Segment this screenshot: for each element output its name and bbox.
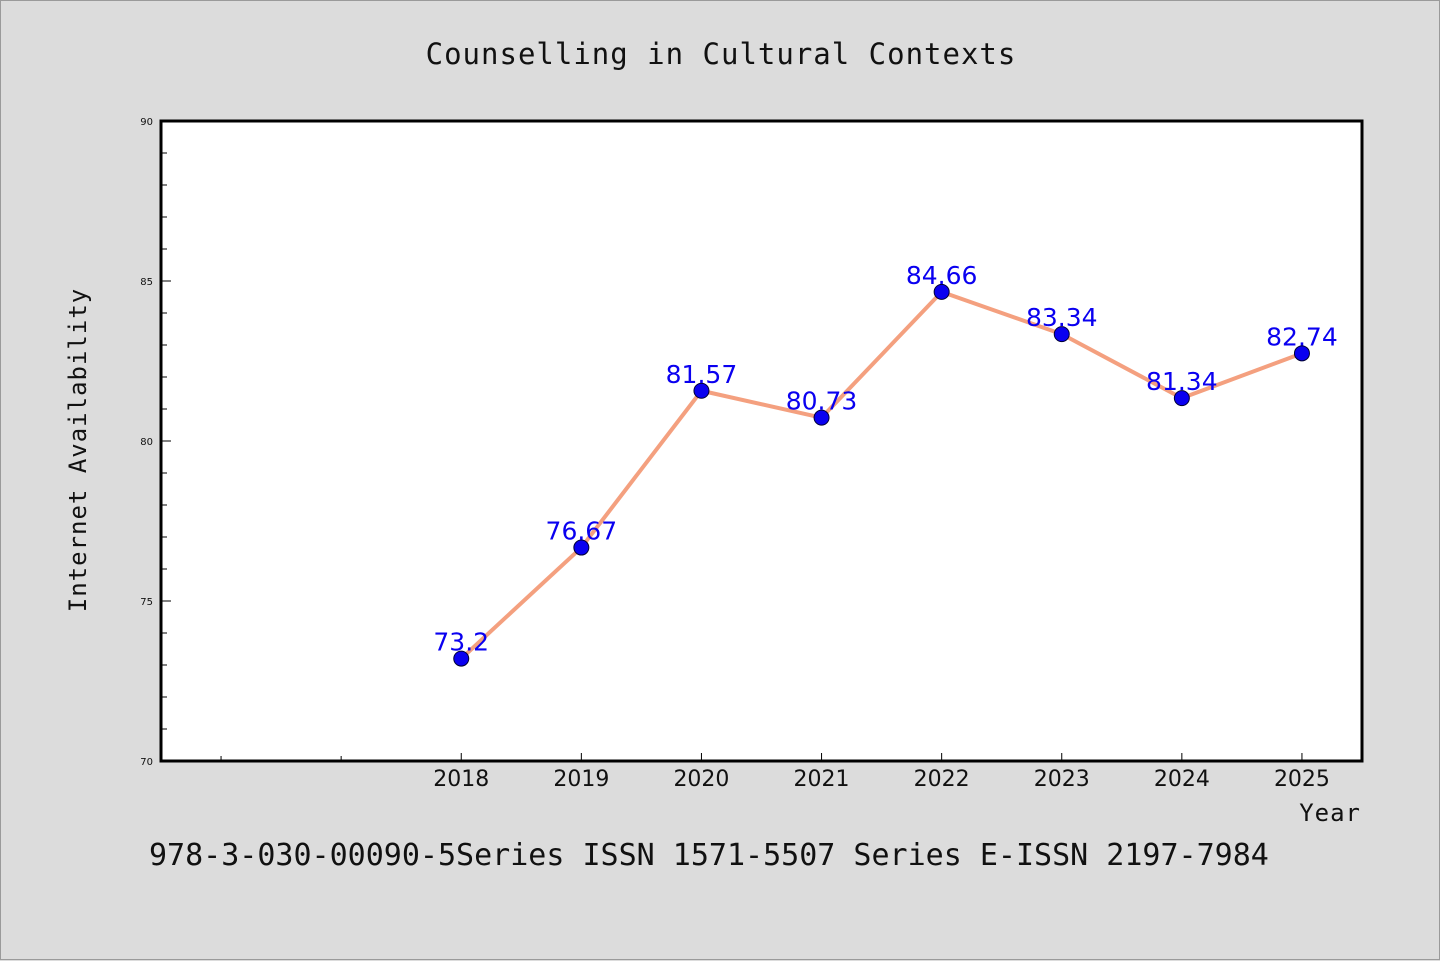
data-label: 73.2: [433, 628, 489, 657]
series-line: [459, 289, 1304, 661]
y-tick-label: 70: [140, 757, 153, 768]
data-point: [933, 283, 950, 300]
data-label: 81.57: [666, 360, 738, 389]
data-point: [453, 650, 470, 667]
y-axis-label: Internet Availability: [64, 288, 92, 612]
data-label: 76.67: [546, 517, 618, 546]
y-tick-label: 90: [140, 117, 153, 128]
footer-caption: 978-3-030-00090-5Series ISSN 1571-5507 S…: [149, 838, 1269, 873]
data-point: [1053, 326, 1070, 343]
y-tick-label: 85: [140, 277, 153, 288]
x-tick-label: 2019: [553, 767, 609, 792]
data-point: [573, 539, 590, 556]
x-tick-label: 2021: [794, 767, 850, 792]
y-tick-label: 75: [140, 597, 153, 608]
x-tick-label: 2020: [673, 767, 729, 792]
data-point: [693, 382, 710, 399]
y-axis: 70 75 80 85 90: [140, 117, 171, 768]
x-tick-label: 2024: [1154, 767, 1210, 792]
data-point: [1293, 345, 1310, 362]
x-axis-label: Year: [1299, 799, 1361, 827]
x-tick-label: 2025: [1274, 767, 1330, 792]
x-tick-label: 2023: [1034, 767, 1090, 792]
data-label: 83.34: [1026, 303, 1098, 332]
series-layer: 73.2 76.67 81.57 80.73 84.66 83.34 81.34 82.74: [433, 261, 1338, 667]
x-tick-label: 2018: [433, 767, 489, 792]
plot-area: [159, 119, 1364, 763]
chart-title: Counselling in Cultural Contexts: [426, 37, 1017, 71]
data-label: 81.34: [1146, 367, 1218, 396]
data-point: [813, 409, 830, 426]
data-label: 84.66: [906, 261, 978, 290]
x-axis: 2018 2019 2020 2021 2022 2023 2024 2025: [220, 753, 1330, 792]
data-point: [1173, 390, 1190, 407]
y-tick-label: 80: [140, 437, 153, 448]
data-label: 82.74: [1266, 322, 1338, 351]
data-label: 80.73: [786, 387, 858, 416]
x-tick-label: 2022: [914, 767, 970, 792]
